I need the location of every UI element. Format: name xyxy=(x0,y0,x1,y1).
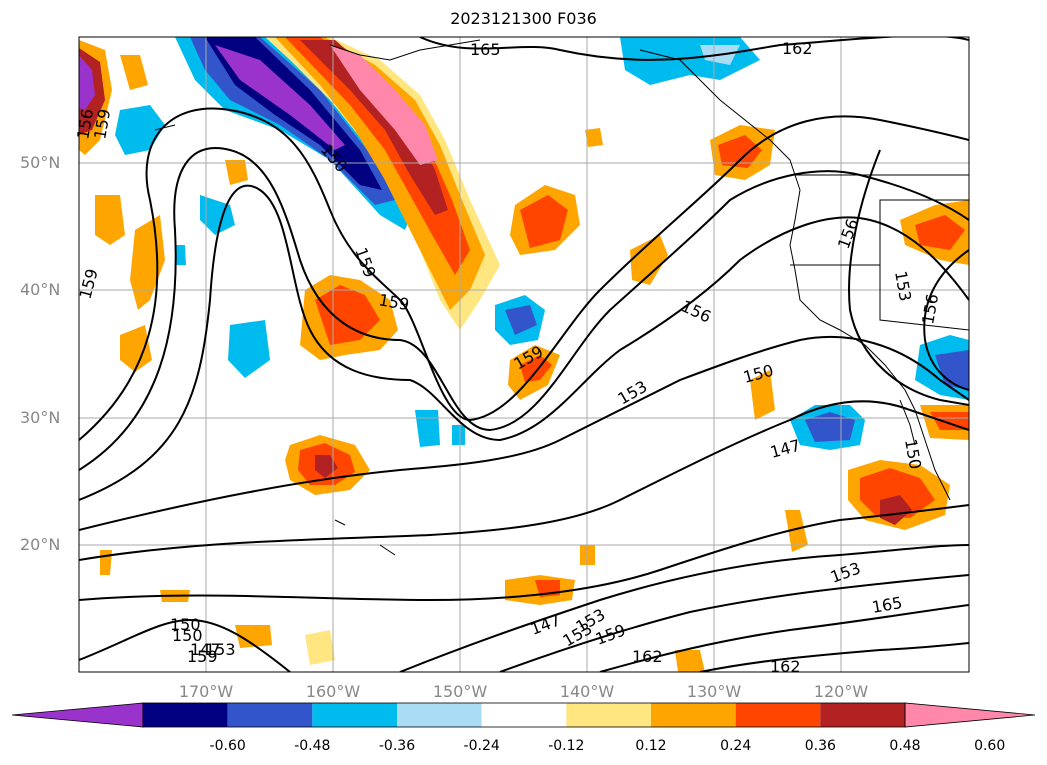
contour-label: 147 xyxy=(768,436,802,462)
coastlines xyxy=(154,39,969,556)
colorbar-segment xyxy=(312,703,397,727)
contour-label: 153 xyxy=(205,640,236,659)
contour-label: 153 xyxy=(828,558,863,586)
lon-label: 170°W xyxy=(178,682,234,701)
colorbar-tick-label: 0.24 xyxy=(720,738,752,754)
contour-label: 165 xyxy=(870,593,903,617)
contour-label: 147 xyxy=(528,610,563,638)
lat-label: 30°N xyxy=(20,408,61,427)
colorbar-tick-label: -0.48 xyxy=(294,738,331,754)
map-title: 2023121300 F036 xyxy=(450,9,597,28)
contour-label: 165 xyxy=(470,40,501,59)
lon-label: 140°W xyxy=(559,682,615,701)
colorbar-tick-label: -0.24 xyxy=(463,738,500,754)
colorbar-segment xyxy=(397,703,482,727)
height-contours xyxy=(79,37,969,672)
colorbar-segment xyxy=(566,703,651,727)
colorbar-extend-low xyxy=(11,702,144,728)
contour-label: 162 xyxy=(632,647,663,666)
colorbar-extend-high xyxy=(904,702,1036,728)
map-frame xyxy=(78,36,970,673)
colorbar-segment xyxy=(651,703,736,727)
colorbar-segment xyxy=(820,703,905,727)
contour-label: 150 xyxy=(172,626,203,645)
lat-label: 50°N xyxy=(20,153,61,172)
colorbar-segment xyxy=(143,703,228,727)
colorbar-tick-label: -0.36 xyxy=(378,738,416,754)
colorbar-tick-label: 0.48 xyxy=(889,738,921,754)
colorbar-segment xyxy=(227,703,313,727)
colorbar-tick-label: 0.12 xyxy=(635,738,667,754)
contour-label: 162 xyxy=(770,657,801,676)
contour-label: 162 xyxy=(782,39,813,58)
contour-label: 150 xyxy=(170,615,201,634)
lat-label: 40°N xyxy=(20,280,61,299)
colorbar-tick-label: 0.60 xyxy=(974,738,1006,754)
contour-label: 156 xyxy=(678,296,714,326)
lon-label: 160°W xyxy=(305,682,361,701)
colorbar-tick-label: -0.60 xyxy=(209,738,246,754)
colorbar-segment xyxy=(481,703,567,727)
shaded-fields xyxy=(79,37,969,672)
lon-label: 130°W xyxy=(686,682,742,701)
colorbar-tick-label: 0.36 xyxy=(804,738,836,754)
contour-label: 147 xyxy=(190,640,221,659)
lon-label: 120°W xyxy=(813,682,869,701)
colorbar-segment xyxy=(735,703,821,727)
contour-label: 159 xyxy=(351,245,379,280)
colorbar xyxy=(11,702,1036,728)
colorbar-tick-label: -0.12 xyxy=(548,738,585,754)
contour-label: 156 xyxy=(834,216,862,251)
contour-label: 153 xyxy=(891,269,915,302)
contour-label: 159 xyxy=(90,107,114,140)
contour-label: 156 xyxy=(918,292,942,325)
lon-label: 150°W xyxy=(432,682,488,701)
gridlines xyxy=(79,37,969,672)
lat-label: 20°N xyxy=(20,535,61,554)
colorbar-frame xyxy=(142,702,906,728)
contour-label: 159 xyxy=(187,647,218,666)
